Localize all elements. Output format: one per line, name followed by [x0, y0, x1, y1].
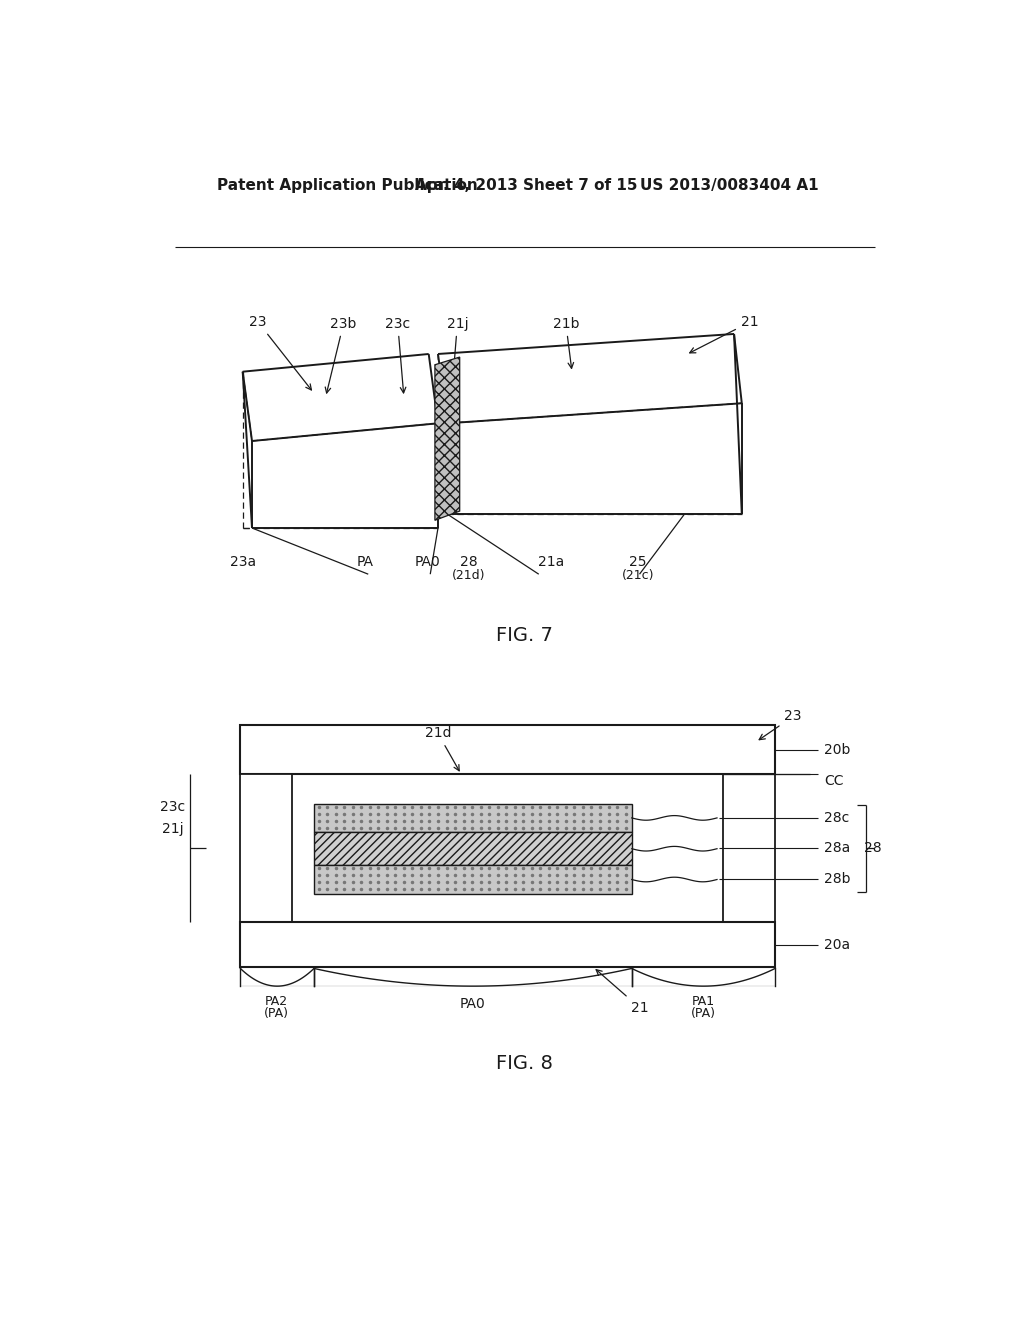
- Bar: [314, 804, 632, 832]
- Bar: [314, 866, 632, 894]
- Text: 23: 23: [759, 710, 802, 739]
- Text: 21j: 21j: [162, 822, 183, 836]
- Text: (PA): (PA): [264, 1007, 290, 1019]
- Text: PA: PA: [356, 554, 374, 569]
- Text: FIG. 8: FIG. 8: [497, 1053, 553, 1073]
- Text: PA2: PA2: [265, 995, 289, 1008]
- Text: Sheet 7 of 15: Sheet 7 of 15: [523, 178, 638, 193]
- Text: 23a: 23a: [229, 554, 256, 569]
- Text: 28: 28: [864, 841, 882, 855]
- Bar: [241, 923, 775, 966]
- Bar: [723, 775, 775, 923]
- Text: 25: 25: [629, 554, 647, 569]
- Text: 23: 23: [250, 315, 311, 389]
- Text: PA0: PA0: [460, 997, 485, 1011]
- Bar: [314, 832, 632, 866]
- Bar: [241, 725, 775, 775]
- Text: 21j: 21j: [446, 317, 468, 387]
- Text: (PA): (PA): [690, 1007, 716, 1019]
- Text: FIG. 7: FIG. 7: [497, 626, 553, 645]
- Text: 21b: 21b: [553, 317, 580, 368]
- Text: 21: 21: [596, 970, 648, 1015]
- Text: CC: CC: [824, 774, 844, 788]
- Text: 20a: 20a: [824, 937, 850, 952]
- Text: 23b: 23b: [326, 317, 356, 393]
- Text: 23c: 23c: [161, 800, 185, 813]
- Text: (21c): (21c): [622, 569, 654, 582]
- Text: PA0: PA0: [415, 554, 440, 569]
- Text: 28b: 28b: [824, 873, 851, 886]
- Text: (21d): (21d): [453, 569, 485, 582]
- Text: 23c: 23c: [385, 317, 411, 393]
- Text: 21: 21: [690, 315, 759, 352]
- Bar: [241, 775, 292, 923]
- Text: Apr. 4, 2013: Apr. 4, 2013: [415, 178, 517, 193]
- Text: US 2013/0083404 A1: US 2013/0083404 A1: [640, 178, 818, 193]
- Text: 28a: 28a: [824, 841, 850, 855]
- Text: 20b: 20b: [824, 743, 850, 756]
- Text: 28c: 28c: [824, 810, 849, 825]
- Polygon shape: [435, 358, 460, 520]
- Text: 21a: 21a: [538, 554, 564, 569]
- Text: 21d: 21d: [425, 726, 459, 771]
- Text: PA1: PA1: [691, 995, 715, 1008]
- Text: Patent Application Publication: Patent Application Publication: [217, 178, 478, 193]
- Text: 28: 28: [460, 554, 478, 569]
